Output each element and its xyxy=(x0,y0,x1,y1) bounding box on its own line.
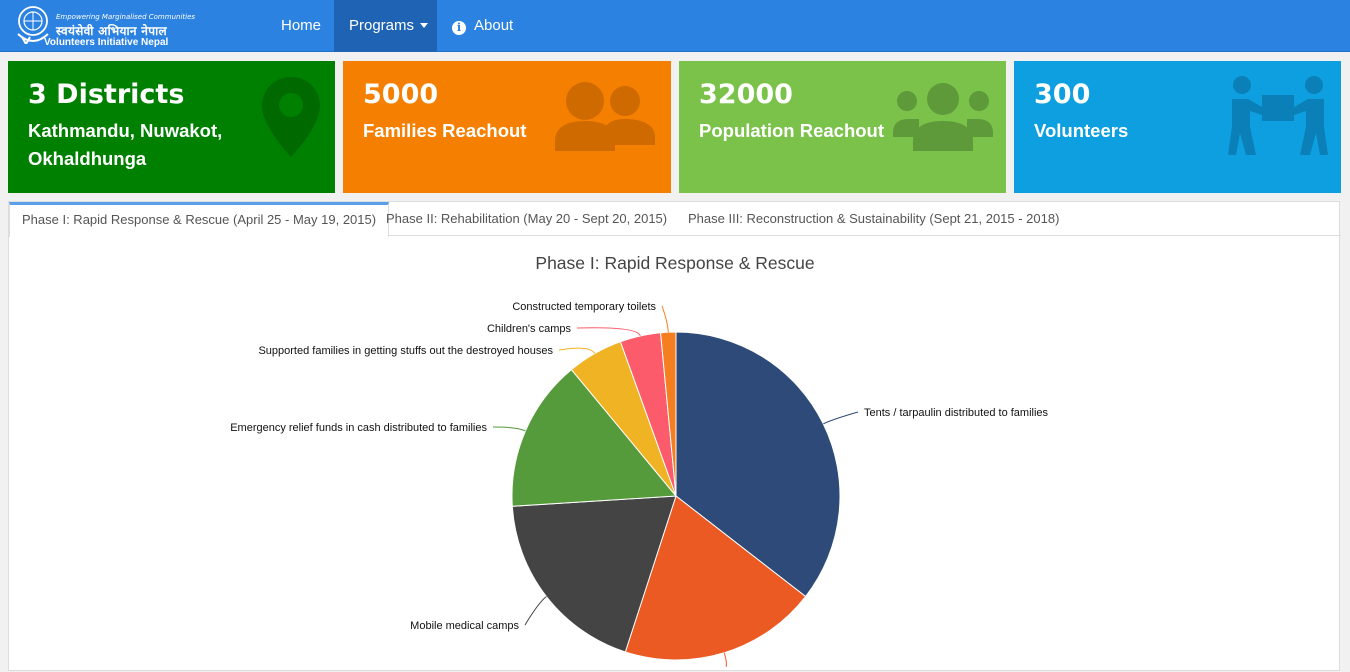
nav-about-link[interactable]: i About xyxy=(437,0,528,52)
globe-logo-icon xyxy=(17,6,49,44)
people-carry-icon xyxy=(1228,76,1328,155)
pie-slice-label: Children's camps xyxy=(487,323,572,335)
tab-phase-2[interactable]: Phase II: Rehabilitation (May 20 - Sept … xyxy=(386,211,668,226)
phases-panel: Phase I: Rapid Response & Rescue (April … xyxy=(8,201,1341,672)
pie-slice[interactable] xyxy=(624,495,807,661)
nav-about-label: About xyxy=(474,17,514,34)
pie-slice-label: Supported families in getting stuffs out… xyxy=(258,345,553,357)
stat-box-volunteers: 300 Volunteers xyxy=(1014,61,1341,193)
top-navbar: Empowering Marginalised Communities स्वय… xyxy=(0,0,1350,52)
caret-down-icon xyxy=(420,23,429,28)
brand-tagline: Empowering Marginalised Communities xyxy=(56,13,196,21)
pie-leader-line xyxy=(524,596,547,626)
nav-programs-dropdown[interactable]: Programs xyxy=(334,0,437,52)
stat-value: 5000 xyxy=(363,79,439,110)
map-marker-icon xyxy=(262,77,320,157)
nav-home-label: Home xyxy=(281,17,322,34)
phase-chart-area: Phase I: Rapid Response & Rescue Tents /… xyxy=(9,237,1341,672)
users-icon xyxy=(555,82,655,151)
pie-leader-line xyxy=(558,347,596,354)
chart-title: Phase I: Rapid Response & Rescue xyxy=(535,253,815,273)
stat-label: Kathmandu, Nuwakot, Okhaldhunga xyxy=(28,120,223,169)
pie-slice[interactable] xyxy=(675,331,841,598)
brand-nepali-name: स्वयंसेवी अभियान नेपाल xyxy=(56,24,167,38)
stat-box-population: 32000 Population Reachout xyxy=(679,61,1006,193)
pie-leader-line xyxy=(661,305,669,333)
pie-slice-label: Constructed temporary toilets xyxy=(512,301,656,313)
pie-leader-line xyxy=(492,426,526,432)
pie-leader-line xyxy=(723,652,727,667)
pie-slice[interactable] xyxy=(511,368,678,507)
tab-phase-3[interactable]: Phase III: Reconstruction & Sustainabili… xyxy=(688,211,1060,226)
pie-slice[interactable] xyxy=(660,331,677,497)
stat-value: 300 xyxy=(1034,79,1091,110)
info-circle-icon: i xyxy=(452,21,466,35)
pie-leader-line xyxy=(823,411,859,425)
stat-value: 3 Districts xyxy=(28,79,185,110)
stat-box-families: 5000 Families Reachout xyxy=(343,61,671,193)
pie-slice-label: Emergency relief funds in cash distribut… xyxy=(230,422,487,434)
pie-slice-label: Tents / tarpaulin distributed to familie… xyxy=(864,407,1049,419)
stat-box-districts: 3 Districts Kathmandu, Nuwakot, Okhaldhu… xyxy=(8,61,335,193)
pie-slice-label: Mobile medical camps xyxy=(410,620,519,632)
stat-value: 32000 xyxy=(699,79,793,110)
phase-tabs: Phase I: Rapid Response & Rescue (April … xyxy=(9,202,1341,237)
group-icon xyxy=(893,83,993,151)
stat-label: Families Reachout xyxy=(363,120,527,141)
stat-label: Volunteers xyxy=(1034,120,1129,141)
pie-leader-line xyxy=(576,327,641,337)
pie-slice[interactable] xyxy=(511,495,677,653)
brand-english-name: Volunteers Initiative Nepal xyxy=(44,37,169,48)
brand-logo[interactable]: Empowering Marginalised Communities स्वय… xyxy=(16,4,195,48)
tab-phase-1[interactable]: Phase I: Rapid Response & Rescue (April … xyxy=(9,202,390,237)
nav-programs-label: Programs xyxy=(349,17,415,34)
stat-label: Population Reachout xyxy=(699,120,884,141)
nav-home-link[interactable]: Home xyxy=(266,0,336,52)
